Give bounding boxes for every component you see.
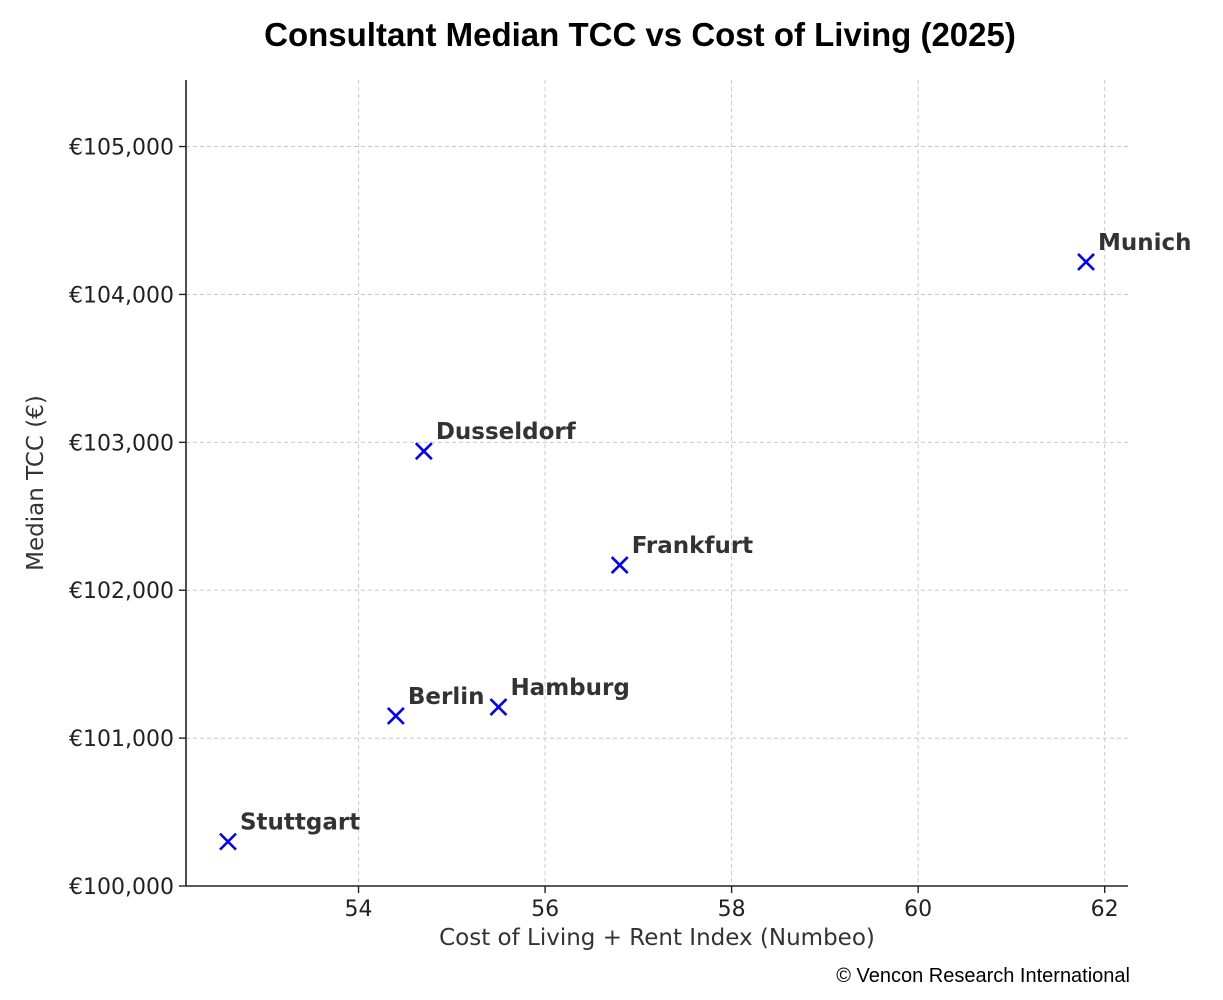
x-marker: [414, 442, 433, 461]
y-tick-label: €104,000: [69, 283, 174, 308]
data-points: Munich Dusseldorf Frankfurt Berlin Hamburg St…: [219, 230, 1192, 851]
grid-lines: [186, 80, 1128, 887]
y-tick-label: €105,000: [69, 136, 174, 161]
y-axis-label: Median TCC (€): [23, 395, 49, 571]
data-point: Stuttgart: [219, 810, 360, 851]
x-tick-label: 54: [345, 897, 373, 922]
x-tick-label: 60: [904, 897, 932, 922]
point-label: Dusseldorf: [436, 419, 577, 445]
y-tick-label: €101,000: [69, 727, 174, 752]
point-label: Hamburg: [510, 675, 629, 701]
y-tick-label: €102,000: [69, 579, 174, 604]
chart-title: Consultant Median TCC vs Cost of Living …: [264, 16, 1016, 53]
x-marker: [1077, 252, 1095, 271]
point-label: Stuttgart: [240, 810, 360, 836]
data-point: Frankfurt: [610, 533, 754, 574]
point-label: Berlin: [408, 684, 485, 710]
data-point: Munich: [1077, 230, 1192, 271]
x-tick-label: 62: [1091, 897, 1119, 922]
point-label: Frankfurt: [632, 533, 754, 559]
data-point: Berlin: [386, 684, 485, 725]
point-label: Munich: [1098, 230, 1192, 256]
x-marker: [610, 556, 629, 574]
x-marker: [489, 698, 508, 716]
x-marker: [386, 707, 405, 725]
x-tick-label: 58: [718, 897, 746, 922]
data-point: Dusseldorf: [414, 419, 577, 461]
x-tick-label: 56: [531, 897, 559, 922]
y-tick-label: €100,000: [69, 875, 174, 900]
axis-ticks: 54 56 58 60 62 €100,000 €101,000 €102,000 €103,0…: [69, 136, 1119, 922]
x-axis-label: Cost of Living + Rent Index (Numbeo): [439, 925, 875, 951]
copyright-notice: © Vencon Research International: [836, 965, 1130, 987]
data-point: Hamburg: [489, 675, 630, 716]
x-marker: [219, 832, 237, 851]
y-tick-label: €103,000: [69, 431, 174, 456]
